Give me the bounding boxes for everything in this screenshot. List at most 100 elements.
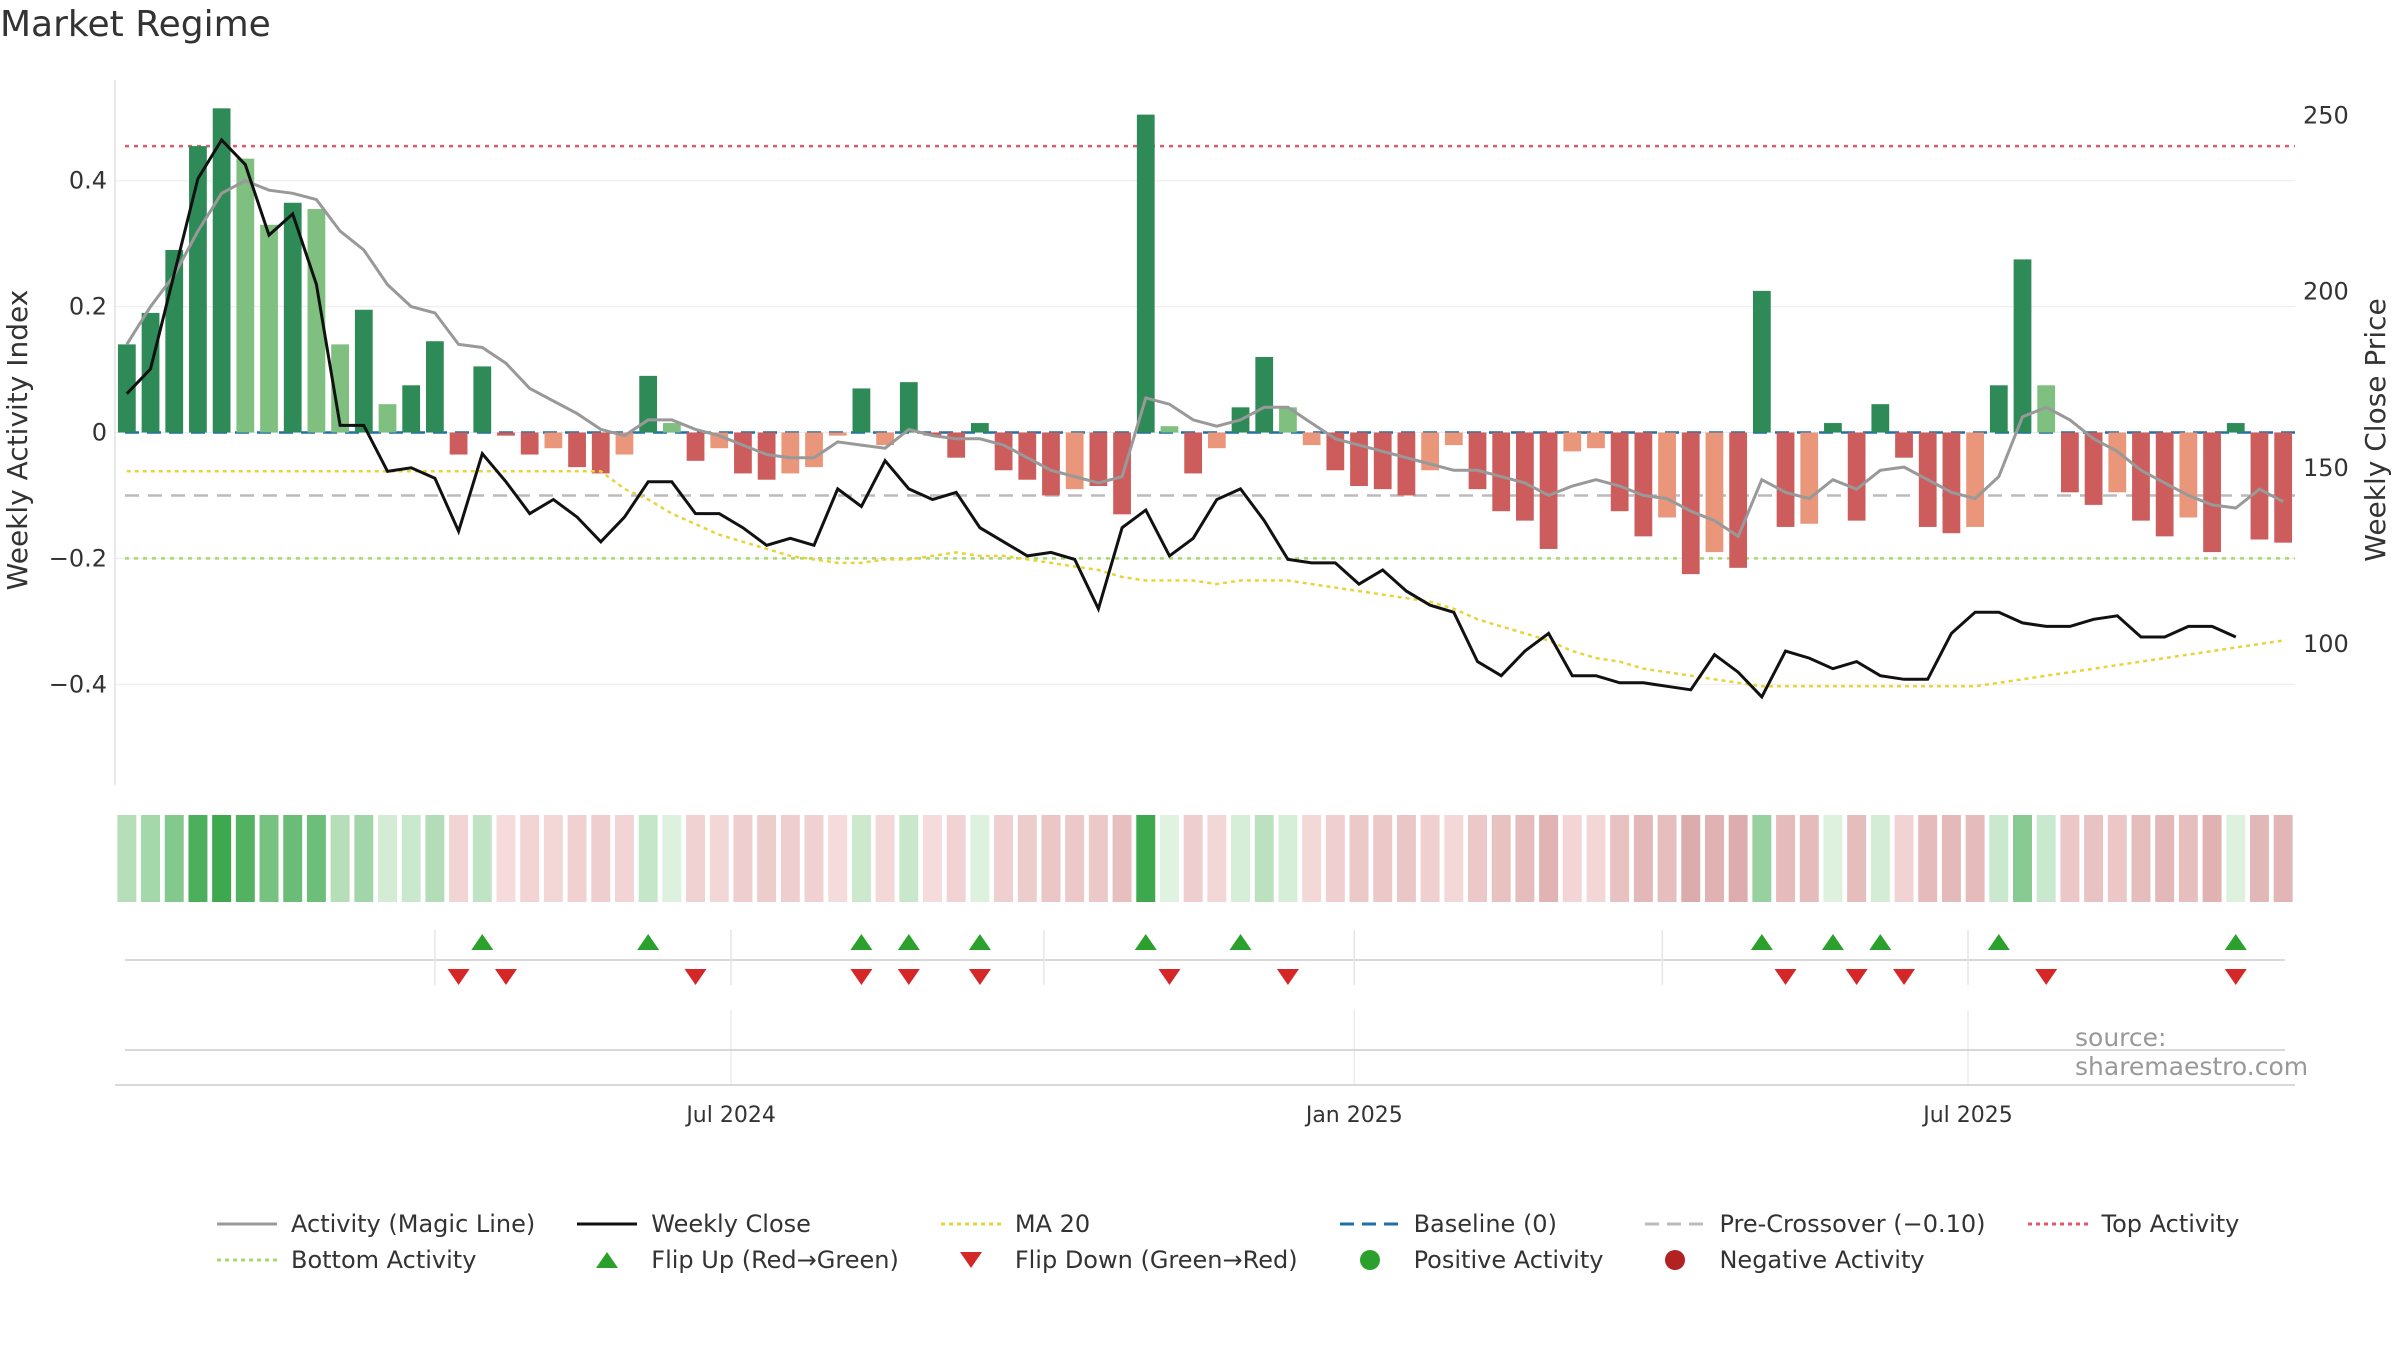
heat-cell <box>164 815 184 902</box>
activity-bar <box>497 432 515 436</box>
activity-bar <box>1942 432 1961 534</box>
heat-cell <box>1325 815 1345 902</box>
activity-bar <box>1563 432 1582 452</box>
heat-cell <box>2226 815 2246 902</box>
flip-up-marker <box>471 934 494 950</box>
heat-cell <box>662 815 682 902</box>
heat-cell <box>543 815 563 902</box>
flip-down-marker <box>494 969 517 985</box>
flip-up-marker <box>1987 934 2010 950</box>
flip-up-marker <box>850 934 873 950</box>
x-tick-label: Jul 2024 <box>684 1103 776 1128</box>
heat-cell <box>306 815 326 902</box>
flip-down-marker <box>1158 969 1181 985</box>
heat-cell <box>1894 815 1914 902</box>
heat-cell <box>1728 815 1748 902</box>
heat-cell <box>1468 815 1487 902</box>
activity-bar <box>1658 432 1676 518</box>
activity-bar <box>1421 432 1439 471</box>
flip-down-marker <box>968 969 991 985</box>
y-left-tick-label: 0 <box>92 419 107 447</box>
heat-cell <box>1017 815 1037 902</box>
legend-item: Flip Up (Red→Green) <box>575 1246 899 1274</box>
heat-cell <box>2249 815 2269 902</box>
activity-bar <box>899 382 918 433</box>
heat-cell <box>1088 815 1108 902</box>
activity-bar <box>117 344 136 433</box>
heat-cell <box>520 815 540 902</box>
activity-bar <box>1397 432 1416 496</box>
ma20-line <box>126 470 2284 688</box>
heat-cell <box>567 815 587 902</box>
legend-swatch-icon <box>215 1210 279 1238</box>
activity-bar <box>402 385 421 433</box>
heat-cell <box>1041 815 1061 902</box>
flip-down-marker <box>684 969 707 985</box>
legend-swatch-icon <box>215 1246 279 1274</box>
axes: 0.4 0.2 0 −0.2 −0.4 250 200 150 100 Jul 2024 Jan 2… <box>49 80 2349 1128</box>
flip-up-marker <box>2224 934 2247 950</box>
heat-cell <box>1562 815 1582 902</box>
heat-cell <box>899 815 919 902</box>
legend-item: Negative Activity <box>1643 1246 1985 1274</box>
heat-cell <box>1941 815 1961 902</box>
activity-bar <box>662 423 681 433</box>
activity-bar <box>1634 432 1653 537</box>
heat-cell <box>212 815 232 902</box>
heat-cell <box>1491 815 1511 902</box>
legend-item: Baseline (0) <box>1338 1210 1604 1238</box>
legend-swatch-icon <box>575 1210 639 1238</box>
heat-cell <box>638 815 658 902</box>
activity-bar <box>2108 432 2127 493</box>
activity-bar <box>686 432 705 461</box>
heat-cell <box>1965 815 1985 902</box>
legend-label: Positive Activity <box>1413 1246 1604 1274</box>
y-axis-right-label: Weekly Close Price <box>2359 298 2392 561</box>
heat-cell <box>828 815 848 902</box>
activity-bar <box>2226 423 2245 433</box>
activity-bar <box>520 432 539 455</box>
activity-bar <box>947 432 966 458</box>
activity-bar <box>2250 432 2269 540</box>
heat-cell <box>1420 815 1440 902</box>
flip-down-marker <box>447 969 470 985</box>
activity-bar <box>1302 432 1321 446</box>
legend-label: Baseline (0) <box>1413 1210 1557 1238</box>
heat-cell <box>1847 815 1867 902</box>
heat-cell <box>614 815 634 902</box>
activity-bar <box>2203 432 2221 553</box>
flip-up-marker <box>1134 934 1157 950</box>
legend-swatch-icon <box>1643 1210 1707 1238</box>
legend-label: Weekly Close <box>651 1210 811 1238</box>
legend-swatch-icon <box>1643 1246 1707 1274</box>
heat-cell <box>1136 815 1156 902</box>
heat-cell <box>733 815 753 902</box>
legend-label: MA 20 <box>1014 1210 1091 1238</box>
lines-layer <box>125 137 2284 700</box>
activity-bar <box>1492 432 1511 512</box>
source-attribution: source: sharemaestro.com <box>2075 1023 2309 1081</box>
activity-bar <box>805 432 823 468</box>
activity-bar <box>449 432 468 455</box>
x-tick-label: Jan 2025 <box>1304 1103 1403 1128</box>
heat-strip <box>117 815 2293 902</box>
y-left-tick-label: 0.4 <box>69 167 107 195</box>
activity-bar <box>1184 432 1203 474</box>
y-left-tick-label: −0.4 <box>49 670 107 698</box>
activity-bar <box>1895 432 1913 458</box>
flip-up-marker <box>968 934 991 950</box>
legend-label: Pre-Crossover (−0.10) <box>1719 1210 1986 1238</box>
legend-label: Activity (Magic Line) <box>291 1210 536 1238</box>
heat-cell <box>1681 815 1701 902</box>
heat-cell <box>1704 815 1724 902</box>
activity-bar <box>1207 432 1226 449</box>
heat-cell <box>2107 815 2127 902</box>
heat-cell <box>1610 815 1630 902</box>
x-tick-label: Jul 2025 <box>1921 1103 2013 1128</box>
activity-bar <box>1847 432 1866 521</box>
legend-swatch-icon <box>1338 1246 1402 1274</box>
legend-item: MA 20 <box>939 1210 1298 1238</box>
activity-bar <box>1326 432 1345 471</box>
activity-bar <box>734 432 752 474</box>
heat-cell <box>378 815 397 902</box>
